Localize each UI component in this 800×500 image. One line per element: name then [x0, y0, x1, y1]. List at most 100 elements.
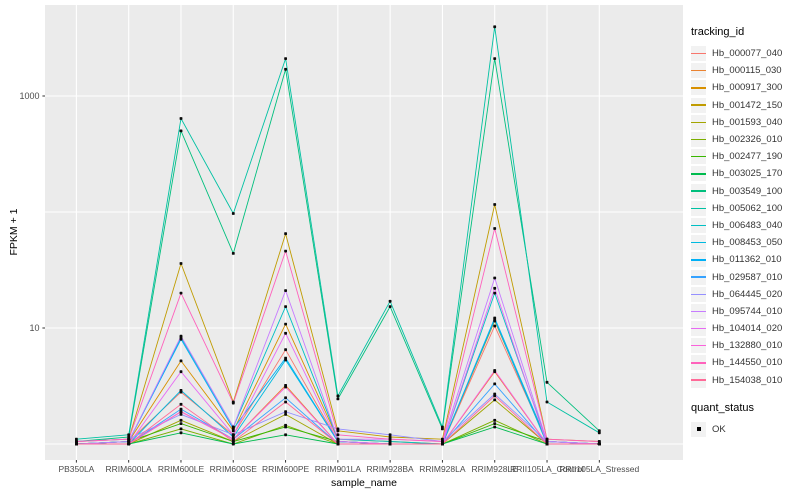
legend-line-icon: [691, 362, 706, 364]
svg-text:RRII105LA_Control: RRII105LA_Control: [510, 464, 584, 474]
legend-line-icon: [691, 276, 706, 278]
legend-item-Hb_008453_050: Hb_008453_050: [691, 234, 799, 251]
legend-key-box: [691, 217, 706, 233]
legend-line-icon: [691, 138, 706, 141]
legend-item-label: Hb_002477_190: [712, 151, 783, 163]
y-axis-title: FPKM + 1: [8, 208, 20, 256]
legend-line-icon: [691, 173, 706, 175]
legend-item-ok: OK: [691, 421, 799, 438]
legend-key-box: [691, 63, 706, 79]
legend-line-icon: [691, 70, 706, 72]
legend-item-Hb_003025_170: Hb_003025_170: [691, 165, 799, 182]
legend-line-icon: [691, 52, 706, 55]
svg-text:RRIM928LA: RRIM928LA: [419, 464, 466, 474]
svg-text:RRIM600LA: RRIM600LA: [106, 464, 153, 474]
legend-item-label: Hb_095744_010: [712, 305, 783, 317]
legend-key-box: [691, 303, 706, 319]
legend-key-box: [691, 372, 706, 388]
legend-item-label: Hb_064445_020: [712, 288, 783, 300]
legend-item-Hb_005062_100: Hb_005062_100: [691, 200, 799, 217]
legend-item-Hb_003549_100: Hb_003549_100: [691, 183, 799, 200]
legend-item-Hb_029587_010: Hb_029587_010: [691, 268, 799, 285]
legend-key-box: [691, 166, 706, 182]
legend-key-box: [691, 338, 706, 354]
legend-line-icon: [691, 241, 706, 244]
legend-line-icon: [691, 310, 706, 313]
legend-item-label: Hb_003025_170: [712, 168, 783, 180]
legend-title-tracking-id: tracking_id: [691, 26, 745, 38]
legend-item-label: Hb_000115_030: [712, 65, 782, 77]
legend-key-box: [691, 269, 706, 285]
legend-key-box: [691, 321, 706, 337]
legend-item-Hb_001472_150: Hb_001472_150: [691, 97, 799, 114]
legend-item-label: Hb_144550_010: [712, 357, 783, 369]
x-axis-title: sample_name: [331, 477, 397, 489]
svg-text:RRIM928BA: RRIM928BA: [366, 464, 414, 474]
legend-key-box: [691, 132, 706, 148]
legend-item-Hb_144550_010: Hb_144550_010: [691, 354, 799, 371]
svg-text:RRII105LA_Stressed: RRII105LA_Stressed: [559, 464, 639, 474]
legend-line-icon: [691, 190, 706, 192]
svg-text:1000: 1000: [19, 91, 39, 101]
legend-line-icon: [691, 156, 706, 158]
legend-key-box: [691, 80, 706, 96]
legend-key-box: [691, 286, 706, 302]
legend-key-box: [691, 235, 706, 251]
legend-line-icon: [691, 379, 706, 381]
legend-item-Hb_000917_300: Hb_000917_300: [691, 79, 799, 96]
legend-key-box: [691, 46, 706, 62]
panel-background: [45, 5, 683, 460]
legend-item-label: Hb_003549_100: [712, 185, 783, 197]
legend-line-icon: [691, 87, 706, 89]
legend-item-label: Hb_132880_010: [712, 340, 783, 352]
legend-key-box: [691, 200, 706, 216]
legend-line-icon: [691, 293, 706, 295]
legend-line-icon: [691, 259, 706, 261]
legend-item-Hb_154038_010: Hb_154038_010: [691, 372, 799, 389]
legend-item-label: Hb_001593_040: [712, 116, 783, 128]
legend-item-Hb_104014_020: Hb_104014_020: [691, 320, 799, 337]
legend-line-icon: [691, 327, 706, 330]
axis-ticks: [42, 95, 600, 463]
legend-item-label: Hb_029587_010: [712, 271, 783, 283]
legend-line-icon: [691, 207, 706, 209]
svg-text:RRIM901LA: RRIM901LA: [315, 464, 362, 474]
legend-item-label: Hb_005062_100: [712, 202, 783, 214]
x-tick-labels: PB350LA RRIM600LA RRIM600LE RRIM600SE RRIM60…: [58, 464, 639, 474]
legend-quant-status-block: quant_status OK: [691, 402, 799, 438]
legend-item-label: Hb_104014_020: [712, 323, 783, 335]
legend-item-Hb_002477_190: Hb_002477_190: [691, 148, 799, 165]
svg-text:10: 10: [29, 323, 39, 333]
legend-line-icon: [691, 104, 706, 106]
legend-line-icon: [691, 345, 706, 347]
legend-panel: tracking_id Hb_000077_040 Hb_000115_030 Hb…: [691, 26, 799, 438]
black-square-point-icon: [696, 427, 701, 432]
svg-text:RRIM600SE: RRIM600SE: [210, 464, 258, 474]
y-tick-labels: 10 1000: [19, 91, 39, 333]
svg-text:PB350LA: PB350LA: [58, 464, 94, 474]
legend-item-label: Hb_008453_050: [712, 237, 783, 249]
legend-item-label: Hb_154038_010: [712, 374, 783, 386]
legend-item-label: Hb_006483_040: [712, 219, 783, 231]
legend-key-box: [691, 149, 706, 165]
legend-line-icon: [691, 121, 706, 124]
legend-item-label: Hb_011362_010: [712, 254, 782, 266]
svg-text:RRIM928LE: RRIM928LE: [472, 464, 519, 474]
legend-key-box: [691, 97, 706, 113]
legend-item-Hb_011362_010: Hb_011362_010: [691, 251, 799, 268]
legend-item-Hb_006483_040: Hb_006483_040: [691, 217, 799, 234]
legend-item-Hb_095744_010: Hb_095744_010: [691, 303, 799, 320]
legend-item-label: OK: [712, 423, 726, 435]
legend-key-box: [691, 183, 706, 199]
legend-item-Hb_132880_010: Hb_132880_010: [691, 337, 799, 354]
legend-item-label: Hb_001472_150: [712, 99, 783, 111]
svg-text:RRIM600PE: RRIM600PE: [262, 464, 310, 474]
svg-text:RRIM600LE: RRIM600LE: [158, 464, 205, 474]
legend-key-box: [691, 355, 706, 371]
legend-item-Hb_000115_030: Hb_000115_030: [691, 62, 799, 79]
legend-key-box: [691, 114, 706, 130]
legend-key-box: [691, 252, 706, 268]
legend-tracking-entries: Hb_000077_040 Hb_000115_030 Hb_000917_300 H…: [691, 45, 799, 389]
legend-item-Hb_000077_040: Hb_000077_040: [691, 45, 799, 62]
